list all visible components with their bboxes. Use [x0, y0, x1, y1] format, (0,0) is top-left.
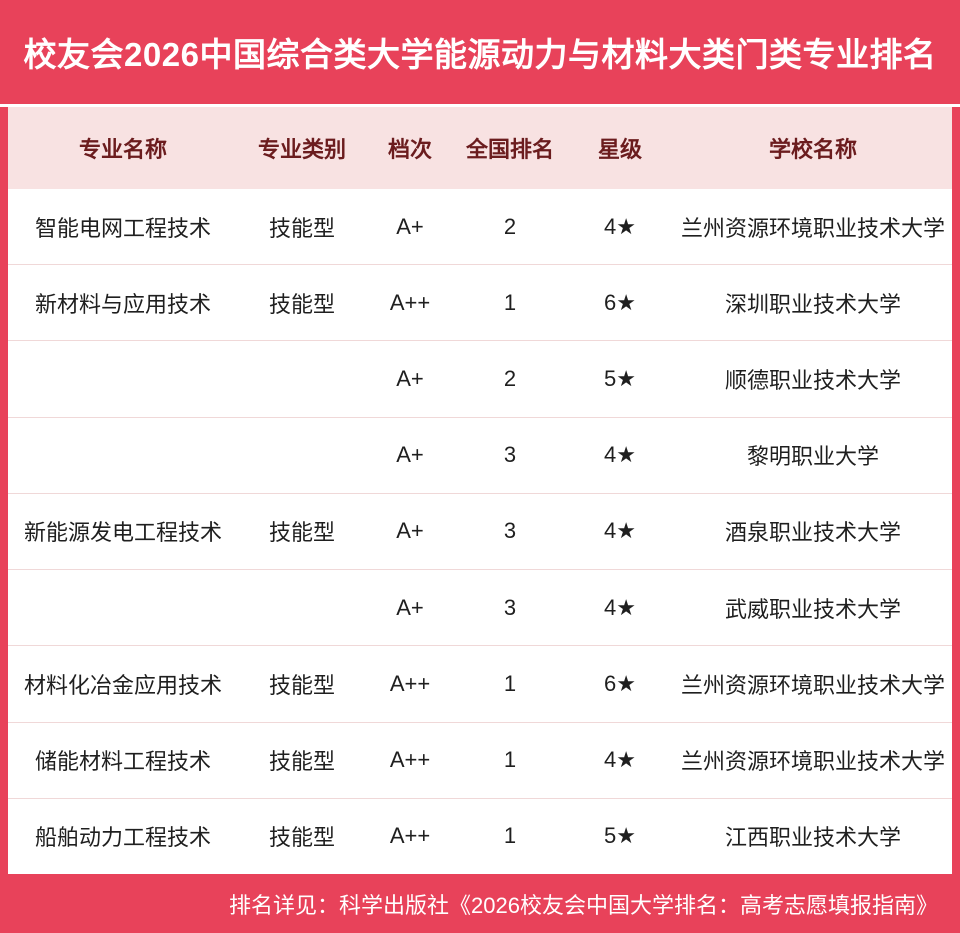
table-cell: A++ — [389, 747, 431, 773]
table-cell: A+ — [396, 366, 424, 392]
table-cell — [238, 570, 366, 645]
table-cell: 船舶动力工程技术 — [34, 825, 211, 851]
table-cell: 新材料与应用技术 — [34, 291, 211, 317]
table-cell: 黎明职业大学 — [746, 444, 879, 470]
table-cell: 4★ — [604, 442, 636, 468]
column-header-star-level: 星级 — [597, 137, 642, 162]
table-cell: 酒泉职业技术大学 — [724, 520, 901, 546]
table-row: A+ 3 4★ 黎明职业大学 — [8, 418, 952, 494]
table-cell: 技能型 — [268, 825, 335, 851]
table-cell: 6★ — [604, 289, 636, 315]
table-cell: 兰州资源环境职业技术大学 — [680, 215, 945, 241]
table-row: 智能电网工程技术 技能型 A+ 2 4★ 兰州资源环境职业技术大学 — [8, 189, 952, 266]
table-row: 储能材料工程技术 技能型 A++ 1 4★ 兰州资源环境职业技术大学 — [8, 723, 952, 799]
table-cell: 技能型 — [268, 520, 335, 546]
table-cell: 武威职业技术大学 — [724, 596, 901, 622]
table-row: 新能源发电工程技术 技能型 A+ 3 4★ 酒泉职业技术大学 — [8, 494, 952, 571]
table-cell: 储能材料工程技术 — [34, 749, 211, 775]
table-cell: A+ — [396, 442, 424, 468]
table-header-row: 专业名称 专业类别 档次 全国排名 星级 学校名称 — [8, 107, 952, 189]
column-header-national-rank: 全国排名 — [465, 137, 554, 162]
page-title: 校友会2026中国综合类大学能源动力与材料大类门类专业排名 — [23, 36, 937, 73]
table-cell: 新能源发电工程技术 — [23, 520, 222, 546]
table-cell: 顺德职业技术大学 — [724, 368, 901, 394]
table-cell: 2 — [503, 366, 517, 392]
ranking-table: 专业名称 专业类别 档次 全国排名 星级 学校名称 智能电网工程技术 技能型 A+ 2… — [8, 107, 952, 874]
table-cell: 兰州资源环境职业技术大学 — [680, 749, 945, 775]
table-cell: 1 — [503, 747, 517, 773]
table-cell: 4★ — [604, 747, 636, 773]
table-cell: 材料化冶金应用技术 — [23, 672, 222, 698]
table-cell: A++ — [389, 670, 431, 696]
table-cell: 4★ — [604, 594, 636, 620]
table-cell: 江西职业技术大学 — [724, 825, 901, 851]
column-header-school-name: 学校名称 — [768, 137, 857, 162]
table-cell: 6★ — [604, 670, 636, 696]
table-cell: 4★ — [604, 518, 636, 544]
table-row: 新材料与应用技术 技能型 A++ 1 6★ 深圳职业技术大学 — [8, 265, 952, 342]
table-cell: 技能型 — [268, 215, 335, 241]
footer-note: 排名详见：科学出版社《2026校友会中国大学排名：高考志愿填报指南》 — [229, 892, 938, 918]
table-cell: 1 — [503, 823, 517, 849]
table-cell: 智能电网工程技术 — [34, 215, 211, 241]
table-cell: A+ — [396, 594, 424, 620]
table-cell: 2 — [503, 213, 517, 239]
table-cell: A++ — [389, 289, 431, 315]
column-header-major-category: 专业类别 — [257, 137, 346, 162]
table-cell: 深圳职业技术大学 — [724, 291, 901, 317]
table-cell — [8, 418, 238, 493]
table-cell: A+ — [396, 518, 424, 544]
table-cell: 5★ — [604, 823, 636, 849]
table-cell: 技能型 — [268, 749, 335, 775]
table-row: 材料化冶金应用技术 技能型 A++ 1 6★ 兰州资源环境职业技术大学 — [8, 646, 952, 723]
table-row: 船舶动力工程技术 技能型 A++ 1 5★ 江西职业技术大学 — [8, 799, 952, 874]
table-cell: 5★ — [604, 366, 636, 392]
table-cell: 3 — [503, 442, 517, 468]
table-cell: 技能型 — [268, 291, 335, 317]
table-cell: 3 — [503, 518, 517, 544]
column-header-grade: 档次 — [387, 137, 432, 162]
table-cell — [238, 341, 366, 416]
table-row: A+ 2 5★ 顺德职业技术大学 — [8, 341, 952, 418]
column-header-major-name: 专业名称 — [78, 137, 167, 162]
table-cell: 1 — [503, 289, 517, 315]
footer-bar: 排名详见：科学出版社《2026校友会中国大学排名：高考志愿填报指南》 — [0, 874, 960, 933]
table-cell — [238, 418, 366, 493]
table-cell — [8, 341, 238, 416]
table-cell: 兰州资源环境职业技术大学 — [680, 672, 945, 698]
table-cell: 技能型 — [268, 672, 335, 698]
table-cell: 1 — [503, 670, 517, 696]
table-row: A+ 3 4★ 武威职业技术大学 — [8, 570, 952, 647]
table-cell: A+ — [396, 213, 424, 239]
table-cell: 4★ — [604, 213, 636, 239]
table-cell: A++ — [389, 823, 431, 849]
table-cell — [8, 570, 238, 645]
title-banner: 校友会2026中国综合类大学能源动力与材料大类门类专业排名 — [0, 0, 960, 107]
table-body: 智能电网工程技术 技能型 A+ 2 4★ 兰州资源环境职业技术大学 新材料与应用技术 技能型 A… — [8, 189, 952, 874]
table-cell: 3 — [503, 594, 517, 620]
